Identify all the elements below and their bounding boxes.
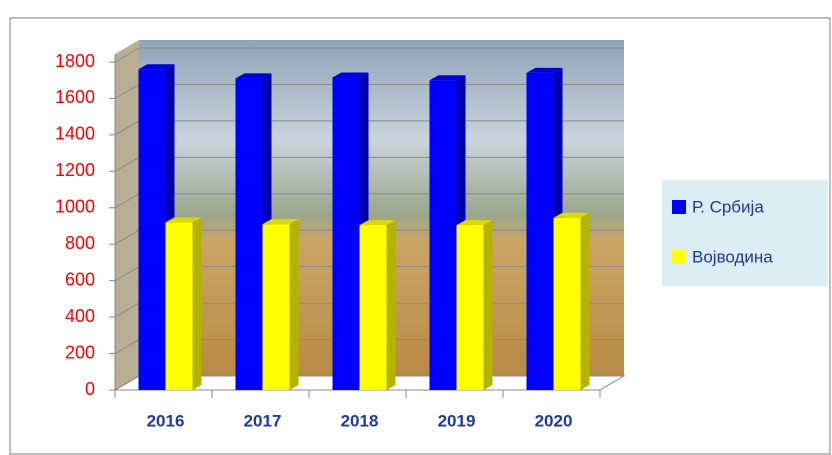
- bar: [456, 225, 484, 390]
- bar: [262, 224, 290, 390]
- y-tick-label: 1200: [55, 160, 95, 180]
- legend-swatch: [672, 200, 686, 214]
- y-tick-label: 1000: [55, 197, 95, 217]
- bar-top: [429, 75, 466, 81]
- bar: [429, 80, 457, 390]
- x-tick-label: 2016: [147, 411, 185, 430]
- y-tick-label: 0: [85, 379, 95, 399]
- y-tick-label: 800: [65, 233, 95, 253]
- y-tick-label: 200: [65, 342, 95, 362]
- bar: [138, 69, 166, 391]
- bar-side: [386, 220, 396, 390]
- bar: [553, 217, 581, 390]
- bar-top: [553, 212, 590, 218]
- bar-top: [456, 220, 493, 226]
- bar: [332, 77, 360, 390]
- bar-top: [235, 73, 272, 79]
- bar-side: [580, 212, 590, 390]
- legend-swatch: [672, 250, 686, 264]
- bar-side: [289, 219, 299, 390]
- y-tick-label: 600: [65, 269, 95, 289]
- x-tick-label: 2019: [438, 411, 476, 430]
- bar-top: [165, 217, 202, 223]
- y-tick-label: 1800: [55, 51, 95, 71]
- bar-top: [332, 72, 369, 78]
- bar-top: [359, 220, 396, 226]
- side-wall: [115, 40, 139, 390]
- x-tick-label: 2017: [244, 411, 282, 430]
- legend-label: Р. Србија: [692, 197, 764, 216]
- bar-top: [138, 64, 175, 70]
- bar-side: [192, 217, 202, 390]
- bar-top: [262, 219, 299, 225]
- legend-label: Војводина: [692, 247, 773, 266]
- y-tick-label: 1600: [55, 87, 95, 107]
- bar: [165, 222, 193, 390]
- x-tick-label: 2020: [535, 411, 573, 430]
- y-tick-label: 1400: [55, 124, 95, 144]
- bar-top: [526, 67, 563, 73]
- y-tick-label: 400: [65, 306, 95, 326]
- grid-line: [114, 47, 624, 63]
- bar: [359, 225, 387, 390]
- bar-side: [483, 220, 493, 390]
- x-tick-label: 2018: [341, 411, 379, 430]
- legend-box: [662, 180, 828, 286]
- bar: [235, 78, 263, 391]
- bar: [526, 72, 554, 390]
